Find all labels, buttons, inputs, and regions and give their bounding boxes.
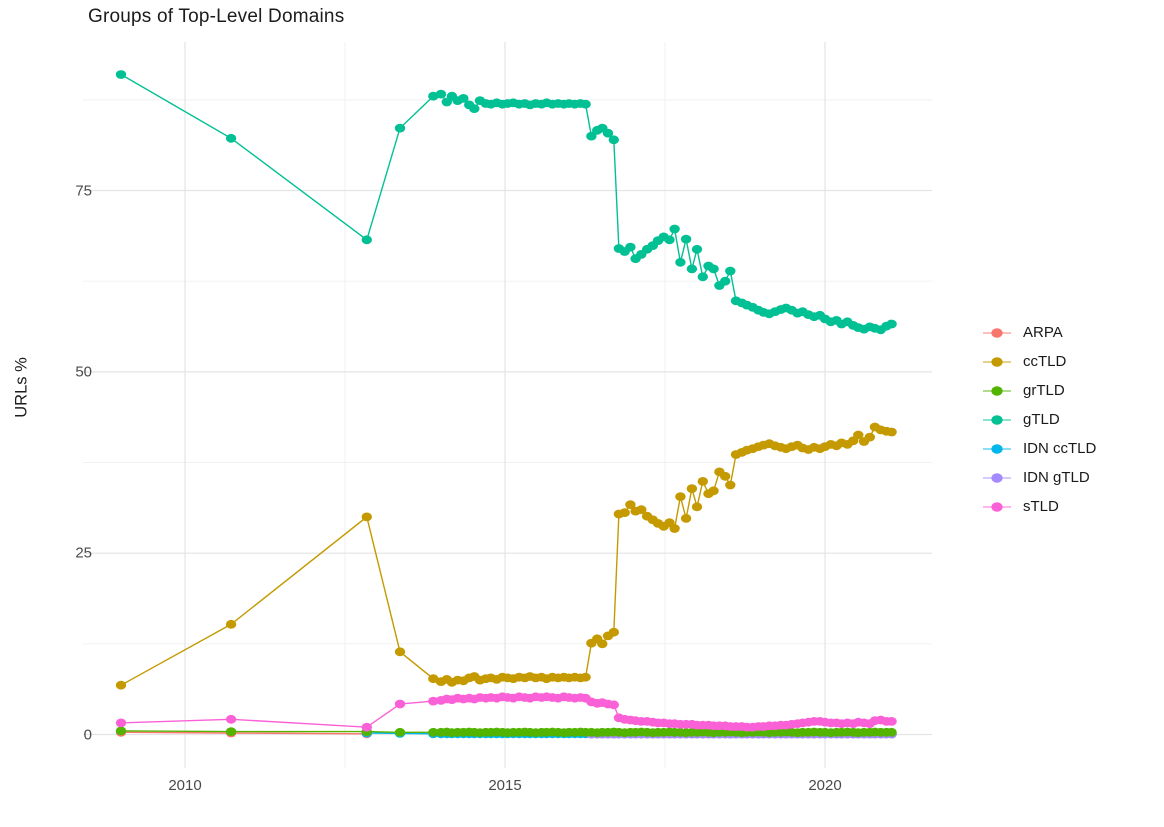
legend-item-gTLD: gTLD: [982, 405, 1096, 434]
series-sTLD: [115, 692, 897, 732]
y-tick-label: 25: [75, 544, 92, 562]
legend-key-icon: [983, 385, 1011, 396]
legend-item-sTLD: sTLD: [982, 492, 1096, 521]
legend-key-icon: [983, 472, 1011, 483]
y-tick-label: 75: [75, 182, 92, 200]
series-gTLD: [115, 70, 897, 335]
x-tick-label: 2015: [488, 777, 522, 794]
series-ARPA: [115, 727, 372, 739]
legend-key-icon: [983, 443, 1011, 454]
legend-label: IDN gTLD: [1023, 469, 1090, 486]
legend-label: gTLD: [1023, 411, 1060, 428]
series-ccTLD: [115, 422, 897, 690]
y-tick-label: 0: [83, 726, 92, 743]
legend-item-ARPA: ARPA: [982, 318, 1096, 347]
legend-key-icon: [983, 501, 1011, 512]
y-tick-label: 50: [75, 363, 92, 381]
legend-label: IDN ccTLD: [1023, 440, 1097, 457]
legend-key-icon: [983, 414, 1011, 425]
legend-label: ccTLD: [1023, 353, 1067, 370]
legend: ARPA ccTLD grTLD gTLD IDN ccTLD IDN gTLD sTLD: [982, 318, 1096, 521]
legend-key-icon: [983, 327, 1011, 338]
chart-title: Groups of Top-Level Domains: [88, 6, 345, 27]
x-tick-label: 2010: [168, 777, 202, 794]
legend-item-grTLD: grTLD: [982, 376, 1096, 405]
legend-key-icon: [983, 356, 1011, 367]
legend-label: ARPA: [1023, 324, 1063, 341]
legend-item-IDN-gTLD: IDN gTLD: [982, 463, 1096, 492]
legend-label: grTLD: [1023, 382, 1065, 399]
legend-item-ccTLD: ccTLD: [982, 347, 1096, 376]
legend-label: sTLD: [1023, 498, 1059, 515]
x-tick-label: 2020: [808, 777, 842, 794]
legend-item-IDN-ccTLD: IDN ccTLD: [982, 434, 1096, 463]
